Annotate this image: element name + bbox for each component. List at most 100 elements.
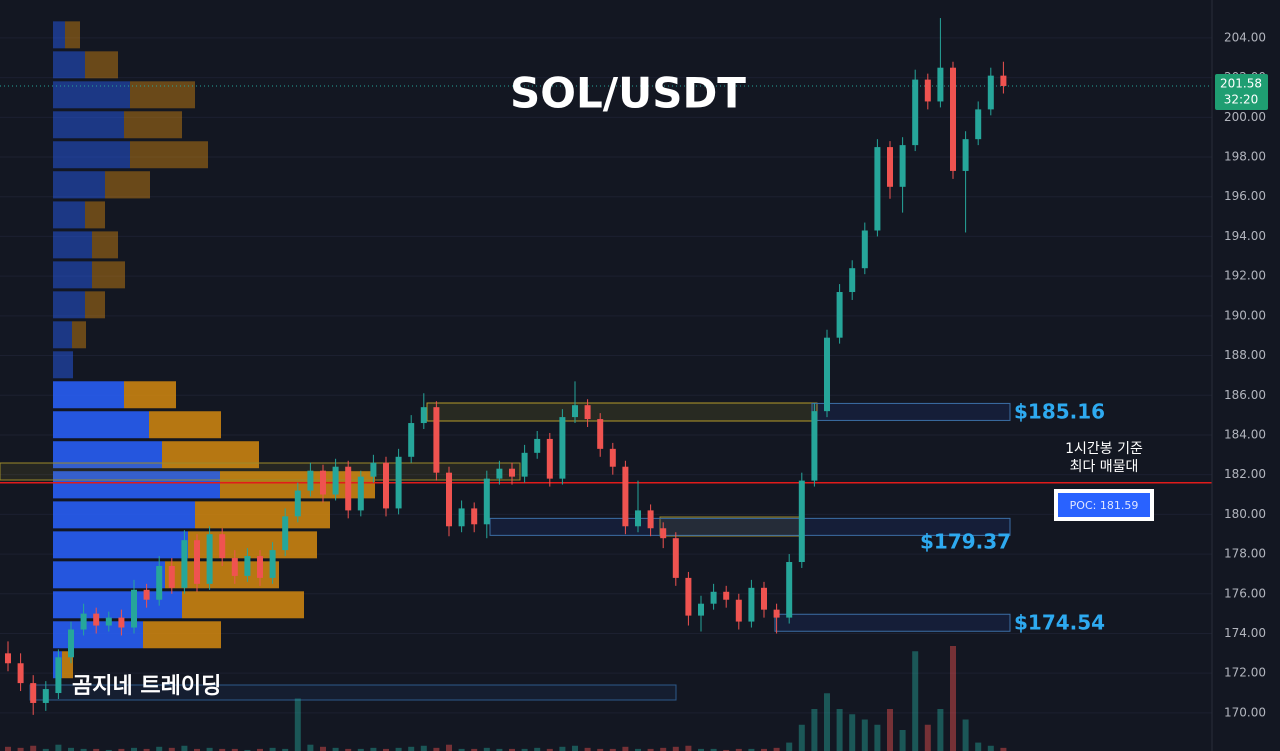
candle-body <box>899 145 906 187</box>
profile-sell <box>72 321 86 349</box>
volume-bar <box>987 745 994 751</box>
levels: $185.16 $179.37 $174.54 POC: 181.59 <box>0 85 1212 634</box>
candle-body <box>647 510 654 529</box>
candle-body <box>68 629 74 658</box>
last-price-tag <box>1215 73 1268 110</box>
candle-body <box>143 589 150 600</box>
profile-buy <box>53 591 182 619</box>
volume-bar <box>168 747 175 751</box>
profile-buy <box>53 561 165 589</box>
volume-bar <box>572 745 578 751</box>
candle-body <box>156 565 163 600</box>
zone-box <box>29 684 677 701</box>
level-label: $179.37 <box>920 529 1011 553</box>
candle-body <box>622 466 629 527</box>
candles <box>5 18 1007 715</box>
y-tick-label: 194.00 <box>1224 229 1266 243</box>
profile-buy <box>53 111 124 139</box>
candle-body <box>93 613 100 626</box>
candle-body <box>496 468 503 479</box>
volume-bar <box>685 745 692 751</box>
poc-note: 최다 매물대 <box>1070 459 1139 475</box>
volume-bar <box>811 709 818 751</box>
volume-bar <box>584 747 591 751</box>
candle-body <box>937 67 944 102</box>
candle-body <box>836 292 843 338</box>
volume-bar <box>206 747 213 751</box>
profile-buy <box>53 21 65 49</box>
candle-body <box>320 470 326 495</box>
candle-body <box>55 657 62 694</box>
volume-bar <box>194 748 200 751</box>
candle-body <box>446 472 452 527</box>
candle-body <box>219 534 226 559</box>
volume-bar <box>383 748 389 751</box>
candle-body <box>131 589 137 628</box>
volume-bar <box>395 747 402 751</box>
candle-body <box>786 562 793 618</box>
candle-body <box>105 617 112 626</box>
volume-bar <box>698 748 704 751</box>
candle-body <box>887 147 893 187</box>
candle-body <box>861 230 868 269</box>
profile-buy <box>53 381 124 409</box>
y-tick-label: 188.00 <box>1224 348 1266 362</box>
candle-body <box>521 452 528 477</box>
candle-body <box>345 466 352 511</box>
volume-bar <box>131 747 137 751</box>
profile-sell <box>130 141 208 169</box>
y-tick-label: 190.00 <box>1224 308 1266 322</box>
profile-buy <box>53 441 162 469</box>
candle-body <box>597 419 604 449</box>
candle-body <box>332 466 339 495</box>
candle-body <box>950 67 956 171</box>
volume-bar <box>332 747 339 751</box>
candle-body <box>811 411 818 481</box>
candle-body <box>761 587 767 610</box>
profile-buy <box>53 81 130 109</box>
candle-body <box>433 407 440 473</box>
volume-bar <box>937 709 944 751</box>
volume-bar <box>509 748 515 751</box>
volume-bar <box>269 747 276 751</box>
candle-body <box>269 550 276 578</box>
candle-body <box>383 462 389 509</box>
watermark: 곰지네 트레이딩 <box>72 674 221 699</box>
volume-bar <box>546 748 553 751</box>
candle-body <box>30 683 37 703</box>
y-tick-label: 172.00 <box>1224 666 1266 680</box>
candle-body <box>282 516 289 551</box>
volume-bar <box>345 748 352 751</box>
volume-bar <box>17 747 24 751</box>
volume <box>5 646 1007 751</box>
profile-sell <box>162 441 259 469</box>
volume-bar <box>143 748 150 751</box>
volume-bar <box>672 746 679 751</box>
volume-bar <box>5 746 11 751</box>
candle-body <box>42 689 49 703</box>
volume-bar <box>748 748 755 751</box>
profile-sell <box>182 591 304 619</box>
y-tick-label: 196.00 <box>1224 189 1266 203</box>
volume-bar <box>723 749 730 751</box>
countdown: 32:20 <box>1224 92 1259 106</box>
price-axis <box>1212 0 1280 751</box>
candle-body <box>710 591 717 604</box>
candle-body <box>924 79 931 102</box>
candle-body <box>80 613 87 630</box>
volume-bar <box>471 748 478 751</box>
volume-bar <box>408 746 415 751</box>
volume-bar <box>735 748 742 751</box>
profile-sell <box>85 291 105 319</box>
candle-body <box>181 540 188 588</box>
profile-sell <box>195 501 330 529</box>
volume-bar <box>924 724 931 751</box>
profile-sell <box>105 171 150 199</box>
profile-buy <box>53 531 188 559</box>
poc-note: 1시간봉 기준 <box>1065 441 1143 457</box>
candle-body <box>194 540 200 584</box>
profile-buy <box>53 51 85 79</box>
candle-body <box>773 609 780 618</box>
y-tick-label: 192.00 <box>1224 269 1266 283</box>
